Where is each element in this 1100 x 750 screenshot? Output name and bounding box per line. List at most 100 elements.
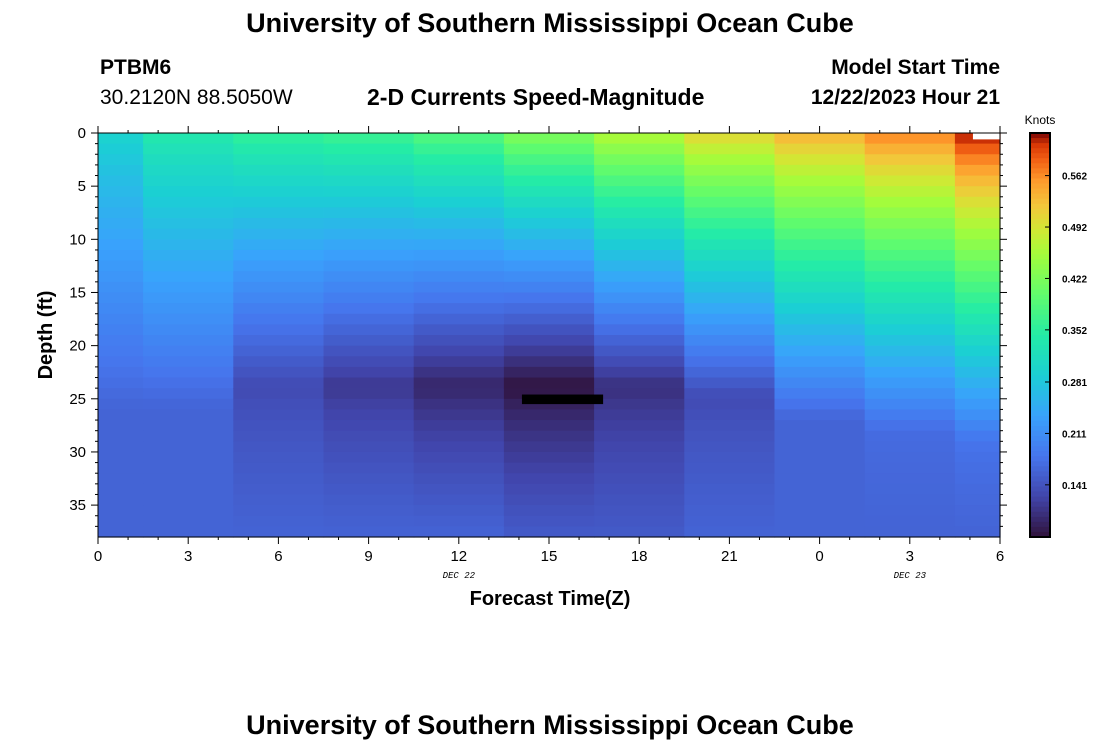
- x-tick-label: 0: [94, 548, 102, 565]
- heatmap-cell: [594, 164, 685, 177]
- heatmap-cell: [233, 143, 325, 155]
- heatmap-cell: [503, 398, 595, 411]
- heatmap-cell: [864, 154, 956, 166]
- heatmap-cell: [143, 249, 234, 262]
- heatmap-cell: [684, 313, 776, 325]
- heatmap-cell: [323, 430, 415, 442]
- heatmap-cell: [98, 398, 144, 411]
- colorbar-swatch: [1030, 138, 1050, 144]
- heatmap-cell: [233, 271, 325, 283]
- heatmap-cell: [233, 494, 325, 506]
- heatmap-cell: [864, 398, 956, 411]
- heatmap-cell: [594, 473, 685, 485]
- heatmap-cell: [323, 186, 415, 198]
- heatmap-cell: [774, 207, 866, 219]
- heatmap-cell: [98, 515, 144, 527]
- heatmap-cell: [413, 356, 505, 368]
- heatmap-cell: [413, 398, 505, 411]
- heatmap-cell: [98, 526, 144, 538]
- heatmap-cell: [774, 313, 866, 325]
- heatmap-cell: [864, 441, 956, 453]
- colorbar-swatch: [1030, 208, 1050, 215]
- heatmap-cell: [323, 303, 415, 315]
- heatmap-cell: [503, 441, 595, 453]
- heatmap-cell: [503, 228, 595, 240]
- colorbar-swatch: [1030, 148, 1050, 154]
- heatmap-cell: [954, 473, 1001, 485]
- heatmap-cell: [143, 303, 234, 315]
- heatmap-cell: [954, 345, 1001, 357]
- y-tick-label: 20: [69, 338, 86, 355]
- heatmap-cell: [503, 515, 595, 527]
- heatmap-cell: [413, 505, 505, 517]
- colorbar-swatch: [1030, 188, 1050, 195]
- heatmap-cell: [954, 462, 1001, 474]
- heatmap-cell: [143, 313, 234, 325]
- heatmap-cell: [413, 292, 505, 304]
- heatmap-cell: [413, 207, 505, 219]
- heatmap-cell: [143, 388, 234, 400]
- heatmap-cell: [98, 345, 144, 357]
- colorbar-swatch: [1030, 501, 1050, 508]
- heatmap-cell: [954, 281, 1001, 294]
- heatmap-cell: [143, 335, 234, 347]
- heatmap-cell: [503, 430, 595, 442]
- heatmap-cell: [774, 133, 866, 145]
- colorbar-swatch: [1030, 173, 1050, 179]
- colorbar-swatch: [1030, 223, 1050, 230]
- heatmap-cell: [774, 345, 866, 357]
- colorbar-swatch: [1030, 451, 1050, 457]
- heatmap-cell: [98, 377, 144, 389]
- heatmap-cell: [233, 228, 325, 240]
- colorbar-swatch: [1030, 436, 1050, 442]
- heatmap-cell: [413, 515, 505, 527]
- heatmap-cell: [954, 420, 1001, 432]
- heatmap-cell: [98, 207, 144, 219]
- heatmap-cell: [143, 292, 234, 304]
- heatmap-cell: [143, 451, 234, 464]
- heatmap-cell: [233, 398, 325, 411]
- heatmap-cell: [594, 324, 685, 336]
- heatmap-cell: [503, 196, 595, 209]
- heatmap-cell: [143, 143, 234, 155]
- colorbar-swatch: [1030, 420, 1050, 427]
- heatmap-cell: [594, 505, 685, 517]
- heatmap-cell: [594, 462, 685, 474]
- colorbar-swatch: [1030, 466, 1050, 472]
- colorbar-swatch: [1030, 360, 1050, 366]
- heatmap-cell: [503, 345, 595, 357]
- heatmap-cell: [98, 228, 144, 240]
- colorbar-swatch: [1030, 274, 1050, 280]
- heatmap-cell: [684, 409, 776, 421]
- heatmap-cell: [864, 303, 956, 315]
- colorbar-swatch: [1030, 198, 1050, 205]
- heatmap-cell: [503, 388, 595, 400]
- colorbar-swatch: [1030, 506, 1050, 513]
- heatmap-cell: [774, 324, 866, 336]
- heatmap-cell: [323, 420, 415, 432]
- heatmap-cell: [233, 441, 325, 453]
- heatmap-cell: [954, 196, 1001, 209]
- heatmap-cell: [864, 207, 956, 219]
- colorbar-swatch: [1030, 294, 1050, 301]
- colorbar-swatch: [1030, 425, 1050, 432]
- heatmap-cell: [774, 335, 866, 347]
- heatmap-cell: [594, 154, 685, 166]
- heatmap-cell: [684, 420, 776, 432]
- colorbar-swatch: [1030, 249, 1050, 255]
- heatmap-cell: [413, 175, 505, 187]
- model-start-value: 12/22/2023 Hour 21: [810, 86, 1000, 109]
- heatmap-cell: [98, 451, 144, 464]
- colorbar-swatch: [1030, 511, 1050, 518]
- heatmap-cell: [594, 218, 685, 230]
- heatmap-cell: [143, 345, 234, 357]
- y-tick-label: 25: [69, 391, 86, 408]
- y-axis-label: Depth (ft): [35, 291, 57, 380]
- heatmap-cell: [594, 143, 685, 155]
- heatmap-cell: [774, 196, 866, 209]
- heatmap-cell: [503, 281, 595, 294]
- heatmap-cell: [954, 271, 1001, 283]
- heatmap-cell: [954, 441, 1001, 453]
- heatmap-cell: [503, 505, 595, 517]
- colorbar-swatch: [1030, 526, 1050, 533]
